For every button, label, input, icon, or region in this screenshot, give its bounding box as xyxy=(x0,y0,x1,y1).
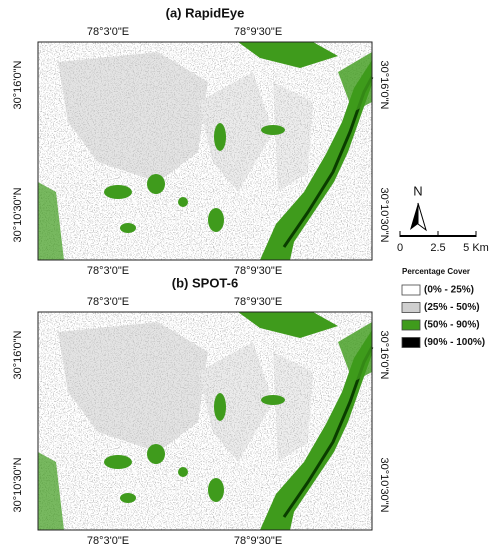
legend-label: (25% - 50%) xyxy=(424,302,480,313)
right-coord-label: 30°10'30"N xyxy=(378,187,390,242)
map-spot6 xyxy=(38,312,372,530)
legend-label: (0% - 25%) xyxy=(424,285,474,296)
left-coord-label: 30°10'30"N xyxy=(12,187,24,242)
top-coord-label: 78°3'0"E xyxy=(87,26,129,38)
map-rapideye xyxy=(38,42,372,260)
legend-label: (50% - 90%) xyxy=(424,320,480,331)
scale-label: 5 Km xyxy=(463,242,489,254)
panel-title: (a) RapidEye xyxy=(166,5,245,20)
north-label: N xyxy=(413,183,422,198)
right-coord-label: 30°16'0"N xyxy=(378,331,390,380)
bottom-coord-label: 78°3'0"E xyxy=(87,535,129,547)
legend-swatch xyxy=(401,302,421,313)
panel-title: (b) SPOT-6 xyxy=(172,275,238,290)
left-coord-label: 30°10'30"N xyxy=(12,457,24,512)
top-coord-label: 78°3'0"E xyxy=(87,296,129,308)
scale-label: 2.5 xyxy=(430,242,445,254)
left-coord-label: 30°16'0"N xyxy=(12,60,24,109)
legend-label: (90% - 100%) xyxy=(424,337,485,348)
legend-swatch xyxy=(401,284,421,296)
top-coord-label: 78°9'30"E xyxy=(234,26,282,38)
north-arrow xyxy=(410,202,427,232)
right-coord-label: 30°16'0"N xyxy=(378,61,390,110)
scale-label: 0 xyxy=(397,242,403,254)
legend-title: Percentage Cover xyxy=(402,267,470,276)
bottom-coord-label: 78°9'30"E xyxy=(234,265,282,277)
scale-bar xyxy=(399,231,477,237)
left-coord-label: 30°16'0"N xyxy=(12,330,24,379)
legend-swatch xyxy=(401,337,421,348)
legend-swatch xyxy=(401,319,421,331)
right-coord-label: 30°10'30"N xyxy=(378,457,390,512)
bottom-coord-label: 78°3'0"E xyxy=(87,265,129,277)
top-coord-label: 78°9'30"E xyxy=(234,296,282,308)
bottom-coord-label: 78°9'30"E xyxy=(234,535,282,547)
